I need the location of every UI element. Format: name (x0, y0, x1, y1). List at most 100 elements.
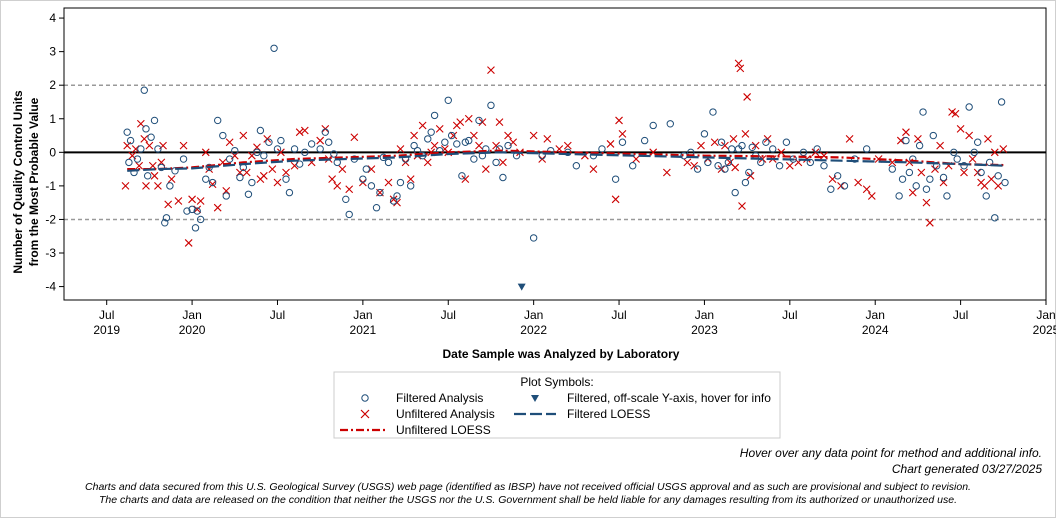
filtered-point (982, 192, 990, 200)
filtered-point (939, 173, 948, 182)
filtered-point (171, 167, 179, 175)
unfiltered-point (423, 158, 432, 167)
legend-unfiltered-symbol (360, 409, 370, 419)
filtered-point (202, 175, 210, 183)
filtered-point (898, 175, 907, 183)
unfiltered-point (174, 197, 183, 205)
filtered-point (157, 163, 166, 172)
filtered-point (123, 128, 131, 136)
filtered-point (389, 197, 398, 205)
filtered-point (225, 155, 234, 163)
filtered-point (125, 158, 133, 167)
legend-offscale-label: Filtered, off-scale Y-axis, hover for in… (567, 391, 771, 405)
unfiltered-point (914, 135, 922, 143)
unfiltered-point (154, 181, 162, 190)
unfiltered-point (164, 200, 173, 209)
x-tick-year-label: 2020 (179, 323, 206, 337)
legend-box (333, 371, 781, 439)
unfiltered-point (461, 175, 470, 184)
filtered-point (265, 138, 273, 146)
filtered-point (295, 160, 304, 168)
filtered-point (572, 162, 581, 170)
unfiltered-point (987, 175, 996, 184)
unfiltered-point (746, 171, 755, 180)
filtered-point (188, 205, 196, 214)
filtered-point (499, 173, 507, 182)
filtered-point (154, 145, 162, 153)
unfiltered-point (734, 59, 743, 68)
filtered-point (444, 96, 452, 104)
unfiltered-point (504, 131, 512, 140)
filtered-point (330, 150, 338, 158)
unfiltered-point (589, 165, 598, 173)
filtered-point (208, 178, 217, 187)
unfiltered-point (611, 195, 620, 204)
unfiltered-point (968, 155, 977, 163)
unfiltered-point (464, 114, 473, 123)
filtered-point (704, 158, 712, 167)
filtered-point (724, 158, 733, 167)
filtered-point (376, 188, 384, 197)
unfiltered-point (763, 135, 772, 143)
filtered-point (447, 131, 456, 140)
legend-filtered-symbol (361, 394, 369, 402)
filtered-point (741, 178, 750, 187)
x-tick-label: Jul (441, 308, 456, 322)
unfiltered-point (785, 161, 794, 170)
filtered-point (700, 130, 709, 138)
y-tick-label: -2 (45, 212, 56, 226)
unfiltered-point (268, 165, 277, 173)
x-tick-label: Jul (953, 308, 968, 322)
unfiltered-point (345, 185, 354, 194)
filtered-point (150, 116, 159, 125)
unfiltered-point (960, 168, 968, 177)
filtered-point (912, 182, 920, 190)
filtered-point (285, 188, 294, 197)
filtered-point (161, 219, 169, 227)
unfiltered-point (662, 168, 671, 177)
filtered-point (191, 224, 200, 232)
filtered-point (840, 182, 849, 190)
unfiltered-point (729, 135, 738, 143)
filtered-point (316, 145, 324, 153)
filtered-point (179, 155, 188, 163)
filtered-point (273, 145, 282, 153)
filtered-point (905, 168, 914, 177)
unfiltered-point (965, 131, 974, 140)
x-tick-year-label: 2023 (691, 323, 718, 337)
plot-content (64, 44, 1046, 291)
y-tick-label: 2 (49, 78, 56, 92)
unfiltered-point (201, 148, 210, 157)
unfiltered-loess-line (127, 149, 1006, 171)
unfiltered-point (618, 129, 627, 138)
x-tick-year-label: 2025 (1033, 323, 1056, 337)
unfiltered-point (179, 141, 188, 150)
unfiltered-point (410, 131, 418, 140)
filtered-point (769, 145, 777, 153)
unfiltered-point (902, 128, 910, 137)
filtered-point (782, 138, 791, 146)
filtered-point (140, 86, 148, 94)
plot-area (64, 44, 1046, 291)
unfiltered-point (984, 135, 992, 143)
filtered-point (820, 162, 828, 170)
filtered-point (862, 145, 871, 153)
filtered-point (465, 136, 473, 145)
filtered-point (538, 151, 546, 160)
filtered-point (618, 138, 627, 146)
unfiltered-point (213, 203, 222, 212)
filtered-point (997, 98, 1006, 106)
unfiltered-point (743, 93, 752, 101)
unfiltered-point (922, 198, 931, 207)
filtered-point (342, 195, 350, 204)
legend-offscale-symbol (531, 395, 539, 402)
filtered-point (256, 126, 265, 135)
filtered-point (487, 101, 495, 110)
y-tick-label: 0 (49, 145, 56, 159)
unfiltered-point (606, 140, 615, 148)
plot-border (63, 7, 1047, 301)
unfiltered-point (208, 180, 217, 189)
unfiltered-point (741, 129, 750, 138)
filtered-point (775, 162, 784, 170)
